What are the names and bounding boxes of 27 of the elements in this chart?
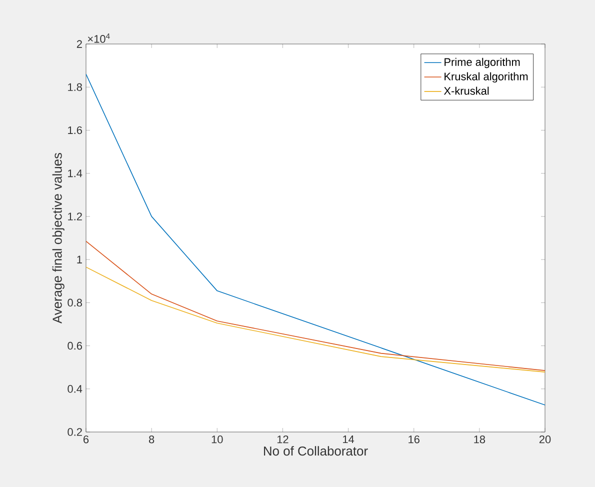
- x-tick-label: 20: [539, 436, 551, 444]
- legend-label: X-kruskal: [444, 86, 489, 95]
- y-tick-label: 0.6: [68, 342, 82, 350]
- y-tick-label: 0.4: [68, 385, 82, 393]
- line-series: [86, 240, 546, 371]
- x-tick-label: 12: [277, 436, 288, 444]
- x-tick-label: 14: [343, 436, 354, 444]
- line-series: [86, 266, 546, 372]
- text: ×10$^{4}$: [88, 33, 110, 43]
- x-tick-label: 8: [148, 436, 154, 444]
- x-tick-label: 6: [84, 436, 89, 444]
- legend-label: Kruskal algorithm: [444, 72, 528, 83]
- y-tick-label: 0.2: [68, 428, 82, 436]
- y-tick-label: 1.2: [68, 212, 82, 220]
- y-tick-label: 1.8: [68, 83, 82, 91]
- y-tick-label: 1: [77, 256, 82, 264]
- x-tick-label: 10: [212, 436, 223, 444]
- x-tick-label: 16: [408, 436, 420, 444]
- line-series: [86, 74, 546, 406]
- y-tick-label: 2: [76, 40, 82, 48]
- y-tick-label: 0.8: [68, 298, 82, 307]
- x-axis-title: No of Collaborator: [264, 446, 368, 456]
- y-tick-label: 1.4: [68, 170, 82, 178]
- y-axis-title: Average final objective values: [52, 152, 64, 324]
- x-tick-label: 18: [474, 436, 486, 444]
- legend-label: Prime algorithm: [444, 58, 520, 68]
- y-tick-label: 1.6: [68, 126, 82, 134]
